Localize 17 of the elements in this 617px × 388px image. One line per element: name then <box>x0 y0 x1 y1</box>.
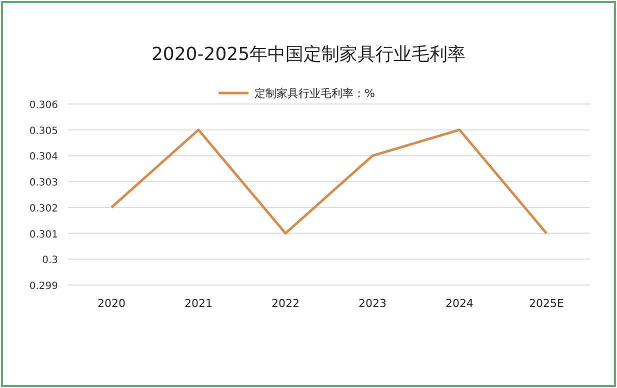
legend-label: 定制家具行业毛利率：% <box>254 87 375 100</box>
y-tick-label: 0.306 <box>29 100 58 111</box>
x-tick-label: 2022 <box>272 297 300 310</box>
y-tick-label: 0.3 <box>42 255 58 266</box>
y-tick-label: 0.299 <box>29 281 58 292</box>
y-tick-label: 0.302 <box>29 203 58 214</box>
chart-title: 2020-2025年中国定制家具行业毛利率 <box>151 44 466 65</box>
x-tick-label: 2025E <box>529 297 564 310</box>
x-tick-label: 2023 <box>358 297 386 310</box>
y-tick-label: 0.304 <box>29 152 58 163</box>
line-series <box>110 128 548 235</box>
y-tick-label: 0.303 <box>29 178 58 189</box>
y-tick-label: 0.301 <box>29 229 58 240</box>
y-tick-label: 0.305 <box>29 126 58 137</box>
x-tick-label: 2020 <box>98 297 126 310</box>
x-tick-label: 2021 <box>184 297 212 310</box>
x-tick-label: 2024 <box>446 297 474 310</box>
